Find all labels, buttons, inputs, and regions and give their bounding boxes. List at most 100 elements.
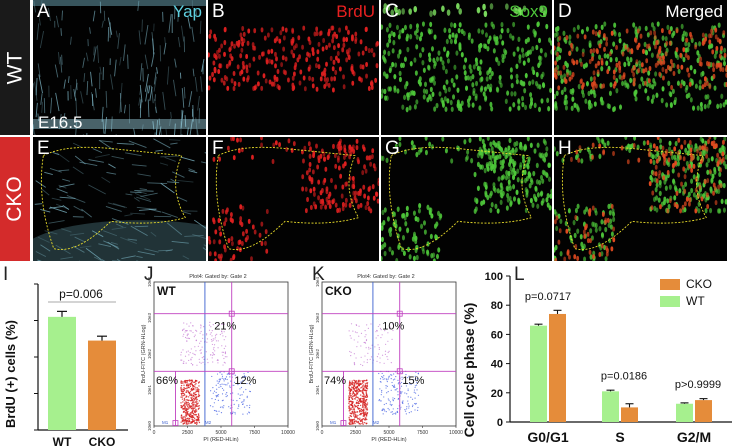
dysplasia-outline: [40, 146, 186, 250]
chart-l-bar-wt: [602, 391, 619, 422]
flow-ytick-label: 10e3: [147, 312, 152, 323]
panel-h-merged-cko: H: [554, 137, 727, 261]
chart-l-bar-wt: [530, 325, 547, 422]
panel-f-image: [208, 137, 379, 261]
chart-l-ytick-label: 40: [491, 359, 503, 371]
nuclei-dots: [381, 137, 552, 261]
flow-ytick-label: 10e2: [315, 348, 320, 359]
flow-plot-j-wt: Plot4: Gated by: Gate 2 WT 21% 66% 12% M1 M2 0 2…: [141, 274, 295, 443]
panel-letter-g: G: [385, 138, 400, 159]
panel-e-image: [33, 137, 206, 261]
flow-ytick-label: 10e0: [147, 420, 152, 431]
flow-xtick-label: 0: [321, 430, 324, 436]
flow-ytick-label: 10e4: [147, 276, 152, 287]
flow-quadrant-lower-right: 15%: [402, 375, 424, 387]
chart-i-bar-cko: [88, 340, 116, 430]
flow-xtick-label: 7500: [249, 430, 260, 436]
flow-quadrant-lower-left: 74%: [324, 375, 346, 387]
panel-background: [208, 0, 379, 135]
chart-l-legend-swatch-cko: [660, 279, 680, 290]
flow-header: Plot4: Gated by: Gate 2: [357, 274, 414, 280]
panel-c-sox9-wt: C Sox9: [381, 0, 552, 135]
chart-l-legend-label-cko: CKO: [686, 277, 712, 291]
flow-ytick-label: 10e0: [315, 420, 320, 431]
panel-c-image: [381, 0, 552, 135]
flow-gate-handle-0: [228, 310, 235, 317]
stage-label: E16.5: [38, 113, 83, 132]
panel-letter-j: J: [144, 264, 154, 285]
panel-d-image: [554, 0, 727, 135]
flow-xtick-label: 0: [153, 430, 156, 436]
nuclei-dots: [381, 21, 552, 113]
chart-l-ytick-label: 0: [497, 417, 503, 429]
panel-marker-merged: Merged: [665, 2, 723, 21]
flow-marker-m1: M1: [162, 420, 169, 425]
yap-fibers: [34, 138, 206, 261]
chart-i-ylabel: BrdU (+) cells (%): [3, 320, 18, 428]
row-label-wt-text: WT: [3, 51, 26, 84]
panel-letter-c: C: [385, 1, 399, 22]
yap-fibers: [33, 0, 205, 135]
panel-background: [381, 0, 552, 135]
yap-top-band: [33, 0, 206, 6]
panel-d-merged-wt: D Merged: [554, 0, 727, 135]
chart-i-xtick-wt: WT: [53, 435, 72, 448]
flow-plot-frame: [321, 281, 457, 427]
flow-gate-handle-2: [172, 420, 179, 426]
panel-letter-a: A: [37, 1, 50, 22]
panel-letter-e: E: [37, 138, 50, 159]
chart-i-pvalue: p=0.006: [59, 287, 103, 301]
chart-l-xtick-label: G0/G1: [527, 429, 568, 445]
panel-h-image: [554, 137, 727, 261]
flow-marker-m2: M2: [373, 420, 380, 425]
row-label-cko-text: CKO: [3, 176, 27, 222]
flow-ylabel: BrdU-FITC (GRN-HLog): [309, 324, 315, 383]
row-label-cko: CKO: [0, 137, 30, 261]
chart-i-bar-wt: [48, 316, 76, 430]
yap-lens-region: [33, 220, 206, 261]
panel-f-brdu-cko: F: [208, 137, 379, 261]
chart-l-ylabel: Cell cycle phase (%): [461, 303, 477, 438]
flow-dots: [180, 321, 251, 426]
flow-gate-handle-0: [396, 310, 403, 317]
flow-ytick-label: 10e4: [315, 276, 320, 287]
flow-xtick-label: 2500: [350, 430, 361, 436]
flow-ytick-label: 10e3: [315, 312, 320, 323]
panel-letter-l: L: [514, 264, 525, 285]
nuclei-dots: [208, 137, 379, 261]
flow-marker-m1: M1: [330, 420, 337, 425]
flow-header: Plot4: Gated by: Gate 2: [189, 274, 246, 280]
flow-gate-handle-1: [396, 368, 403, 375]
chart-l-bar-wt: [676, 403, 693, 422]
dysplasia-outline: [561, 146, 707, 250]
chart-l-pvalue: p=0.0717: [525, 291, 571, 303]
panel-a-yap-wt: A Yap E16.5: [33, 0, 206, 135]
flow-quadrant-upper-right: 21%: [214, 321, 236, 333]
panel-b-brdu-wt: B BrdU: [208, 0, 379, 135]
panel-b-image: [208, 0, 379, 135]
flow-genotype-tag: WT: [157, 284, 176, 298]
chart-l-ytick-label: 20: [491, 388, 503, 400]
panel-e-yap-cko: E: [33, 137, 206, 261]
chart-l-xtick-label: S: [615, 429, 624, 445]
flow-ytick-label: 10e2: [147, 348, 152, 359]
flow-plot-k-cko: Plot4: Gated by: Gate 2 CKO 10% 74% 15% M1 M2 0…: [309, 274, 463, 443]
nuclei-dots: [554, 27, 727, 91]
panel-background: [33, 137, 206, 261]
yap-bottom-band: [33, 119, 206, 129]
chart-l-xtick-label: G2/M: [677, 429, 711, 445]
panel-marker-brdu: BrdU: [336, 2, 375, 21]
panel-background: [33, 0, 206, 135]
flow-ylabel: BrdU-FITC (GRN-HLog): [141, 324, 147, 383]
flow-ytick-label: 10e1: [147, 384, 152, 395]
nuclei-dots: [382, 2, 547, 18]
flow-ytick-label: 10e1: [315, 384, 320, 395]
flow-quadrant-upper-right: 10%: [382, 321, 404, 333]
flow-plot-frame: [153, 281, 289, 427]
panel-letter-k: K: [312, 264, 325, 285]
chart-l-legend-swatch-wt: [660, 296, 680, 307]
flow-quadrant-lower-right: 12%: [234, 375, 256, 387]
chart-l-cell-cycle-bar: Cell cycle phase (%) 0 20 40 60 80 100 G0/G1 p=…: [461, 271, 732, 445]
flow-marker-m2: M2: [205, 420, 212, 425]
panel-marker-yap: Yap: [173, 2, 202, 21]
